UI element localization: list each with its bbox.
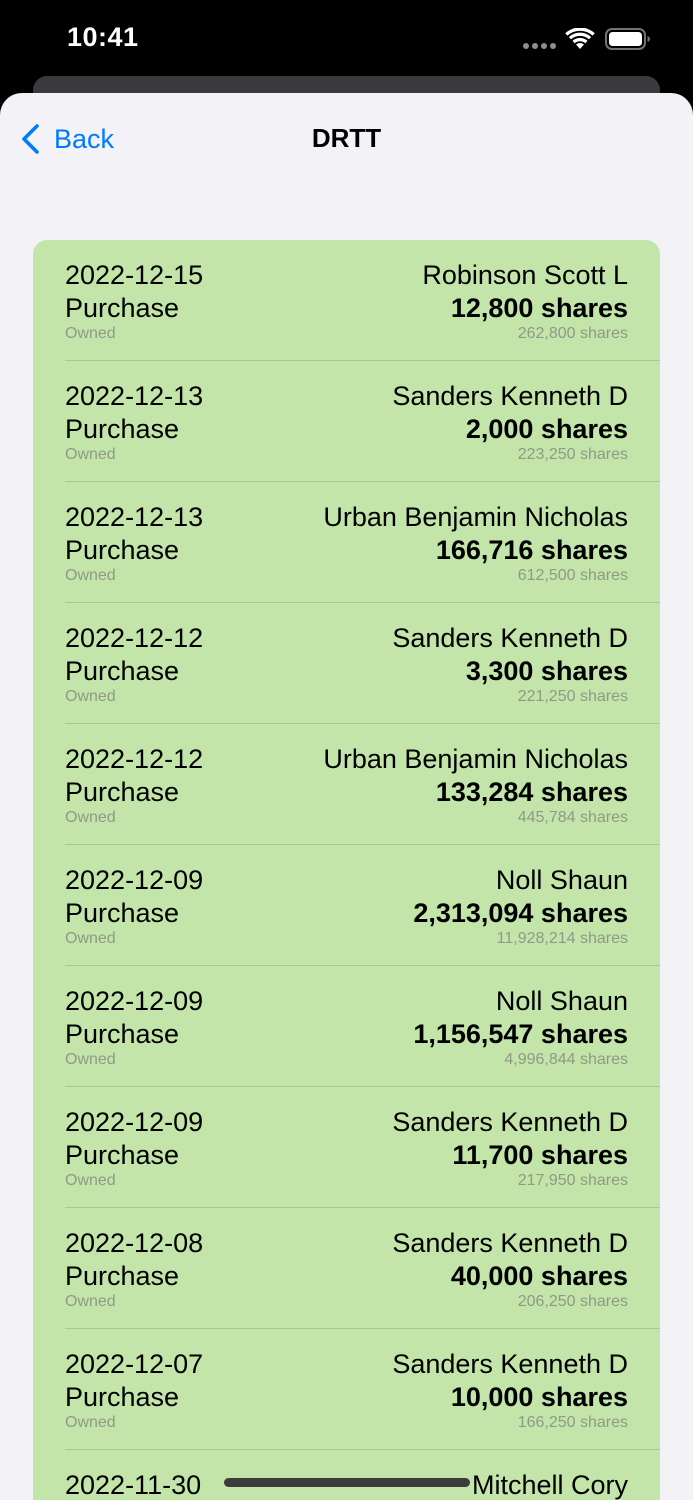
transaction-shares: 40,000 shares [450,1261,628,1291]
insider-name: Mitchell Cory [471,1470,628,1500]
insider-name: Sanders Kenneth D [392,381,628,411]
transaction-row[interactable]: 2022-11-30 Mitchell Cory [33,1450,660,1500]
owned-label: Owned [65,1051,116,1068]
owned-label: Owned [65,809,116,826]
transaction-type: Purchase [65,1382,180,1412]
owned-label: Owned [65,688,116,705]
owned-shares: 612,500 shares [517,567,628,584]
back-label: Back [54,123,115,154]
transaction-type: Purchase [65,414,180,444]
transaction-type: Purchase [65,1019,180,1049]
owned-shares: 262,800 shares [517,325,628,342]
navigation-bar: Back DRTT [0,93,693,183]
transaction-row[interactable]: 2022-12-13 Purchase Owned Urban Benjamin… [33,482,660,603]
owned-label: Owned [65,1293,116,1310]
transaction-row[interactable]: 2022-12-09 Purchase Owned Noll Shaun 2,3… [33,845,660,966]
transaction-row[interactable]: 2022-12-12 Purchase Owned Urban Benjamin… [33,724,660,845]
owned-shares: 11,928,214 shares [496,930,628,947]
transaction-type: Purchase [65,293,180,323]
owned-label: Owned [65,325,116,342]
transaction-shares: 166,716 shares [435,535,628,565]
insider-name: Sanders Kenneth D [392,623,628,653]
owned-label: Owned [65,446,116,463]
transaction-type: Purchase [65,535,180,565]
owned-shares: 217,950 shares [517,1172,628,1189]
insider-name: Sanders Kenneth D [392,1107,628,1137]
transaction-date: 2022-12-09 [65,986,204,1016]
status-time: 10:41 [67,22,139,52]
transaction-date: 2022-12-08 [65,1228,204,1258]
owned-shares: 206,250 shares [517,1293,628,1310]
home-indicator[interactable] [224,1478,470,1487]
transaction-row[interactable]: 2022-12-07 Purchase Owned Sanders Kennet… [33,1329,660,1450]
status-bar: 10:41 [0,0,693,80]
owned-label: Owned [65,567,116,584]
transaction-type: Purchase [65,1261,180,1291]
owned-shares: 223,250 shares [517,446,628,463]
transaction-date: 2022-12-09 [65,1107,204,1137]
owned-label: Owned [65,1414,116,1431]
transaction-shares: 11,700 shares [452,1140,628,1170]
transaction-shares: 2,000 shares [465,414,628,444]
owned-shares: 445,784 shares [517,809,628,826]
transaction-type: Purchase [65,777,180,807]
transaction-type: Purchase [65,1140,180,1170]
owned-shares: 4,996,844 shares [504,1051,628,1068]
transaction-row[interactable]: 2022-12-09 Purchase Owned Noll Shaun 1,1… [33,966,660,1087]
page-title: DRTT [311,123,382,153]
transaction-date: 2022-12-07 [65,1349,204,1379]
back-button[interactable]: Back [20,121,114,157]
insider-name: Sanders Kenneth D [392,1228,628,1258]
owned-shares: 221,250 shares [517,688,628,705]
transaction-shares: 12,800 shares [450,293,628,323]
transaction-shares: 133,284 shares [435,777,628,807]
cellular-signal-icon [523,43,557,49]
transaction-date: 2022-12-13 [65,502,204,532]
transaction-date: 2022-12-15 [65,260,204,290]
insider-name: Noll Shaun [495,865,628,895]
owned-shares: 166,250 shares [517,1414,628,1431]
insider-name: Robinson Scott L [422,260,628,290]
transaction-shares: 1,156,547 shares [413,1019,628,1049]
modal-sheet: Back DRTT 2022-12-15 Purchase Owned Robi… [0,93,693,1500]
transaction-date: 2022-11-30 [65,1470,202,1500]
transaction-date: 2022-12-12 [65,623,204,653]
insider-name: Noll Shaun [495,986,628,1016]
transaction-row[interactable]: 2022-12-08 Purchase Owned Sanders Kennet… [33,1208,660,1329]
transaction-type: Purchase [65,656,180,686]
owned-label: Owned [65,1172,116,1189]
transactions-list: 2022-12-15 Purchase Owned Robinson Scott… [33,240,660,1500]
insider-name: Urban Benjamin Nicholas [323,744,628,774]
transaction-date: 2022-12-12 [65,744,204,774]
transaction-type: Purchase [65,898,180,928]
transaction-row[interactable]: 2022-12-15 Purchase Owned Robinson Scott… [33,240,660,361]
chevron-left-icon [22,124,39,154]
owned-label: Owned [65,930,116,947]
insider-name: Sanders Kenneth D [392,1349,628,1379]
transaction-row[interactable]: 2022-12-09 Purchase Owned Sanders Kennet… [33,1087,660,1208]
transaction-shares: 10,000 shares [450,1382,628,1412]
transaction-row[interactable]: 2022-12-13 Purchase Owned Sanders Kennet… [33,361,660,482]
wifi-icon [565,28,595,49]
transaction-date: 2022-12-09 [65,865,204,895]
transaction-shares: 3,300 shares [465,656,628,686]
insider-name: Urban Benjamin Nicholas [323,502,628,532]
transaction-date: 2022-12-13 [65,381,204,411]
transaction-row[interactable]: 2022-12-12 Purchase Owned Sanders Kennet… [33,603,660,724]
battery-icon [605,28,650,50]
transaction-shares: 2,313,094 shares [413,898,628,928]
